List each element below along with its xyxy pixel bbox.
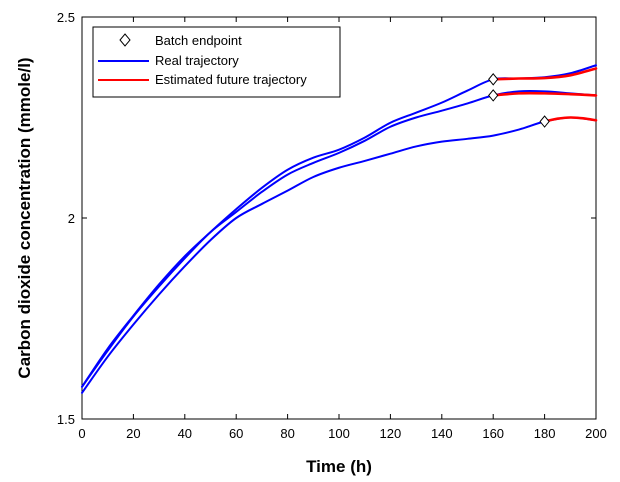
y-axis-label: Carbon dioxide concentration (mmole/l) <box>15 57 34 378</box>
x-tick-label: 200 <box>585 426 607 441</box>
y-tick-label: 1.5 <box>57 412 75 427</box>
series-layer <box>81 64 598 394</box>
x-tick-label: 0 <box>78 426 85 441</box>
legend-box <box>92 26 341 98</box>
legend-label-estimated-trajectory: Estimated future trajectory <box>155 72 307 87</box>
estimated-trajectory-line-5 <box>491 67 598 81</box>
y-tick-label: 2.5 <box>57 10 75 25</box>
batch-endpoint-marker-2 <box>488 73 499 86</box>
batch-endpoint-marker-0 <box>539 115 550 128</box>
x-tick-label: 160 <box>482 426 504 441</box>
x-tick-label: 80 <box>280 426 294 441</box>
x-axis-label: Time (h) <box>306 457 372 476</box>
y-axis: 1.5 2 2.5 <box>57 10 596 427</box>
x-axis: 0 20 40 60 80 100 120 140 160 180 200 <box>78 17 607 441</box>
estimated-trajectory-line-3 <box>543 116 598 123</box>
real-trajectory-line-1 <box>81 89 597 388</box>
legend: Batch endpoint Real trajectory Estimated… <box>92 26 341 98</box>
legend-label-batch-endpoint: Batch endpoint <box>155 33 242 48</box>
x-tick-label: 100 <box>328 426 350 441</box>
x-tick-label: 180 <box>534 426 556 441</box>
estimated-trajectory-line-4 <box>491 91 598 97</box>
endpoint-markers <box>488 73 550 128</box>
x-tick-label: 40 <box>178 426 192 441</box>
x-tick-label: 60 <box>229 426 243 441</box>
batch-endpoint-marker-1 <box>488 89 499 102</box>
x-tick-label: 20 <box>126 426 140 441</box>
y-tick-label: 2 <box>68 211 75 226</box>
real-trajectory-line-0 <box>81 116 597 394</box>
x-tick-label: 140 <box>431 426 453 441</box>
legend-diamond-icon <box>119 33 131 47</box>
x-tick-label: 120 <box>380 426 402 441</box>
legend-label-real-trajectory: Real trajectory <box>155 53 239 68</box>
